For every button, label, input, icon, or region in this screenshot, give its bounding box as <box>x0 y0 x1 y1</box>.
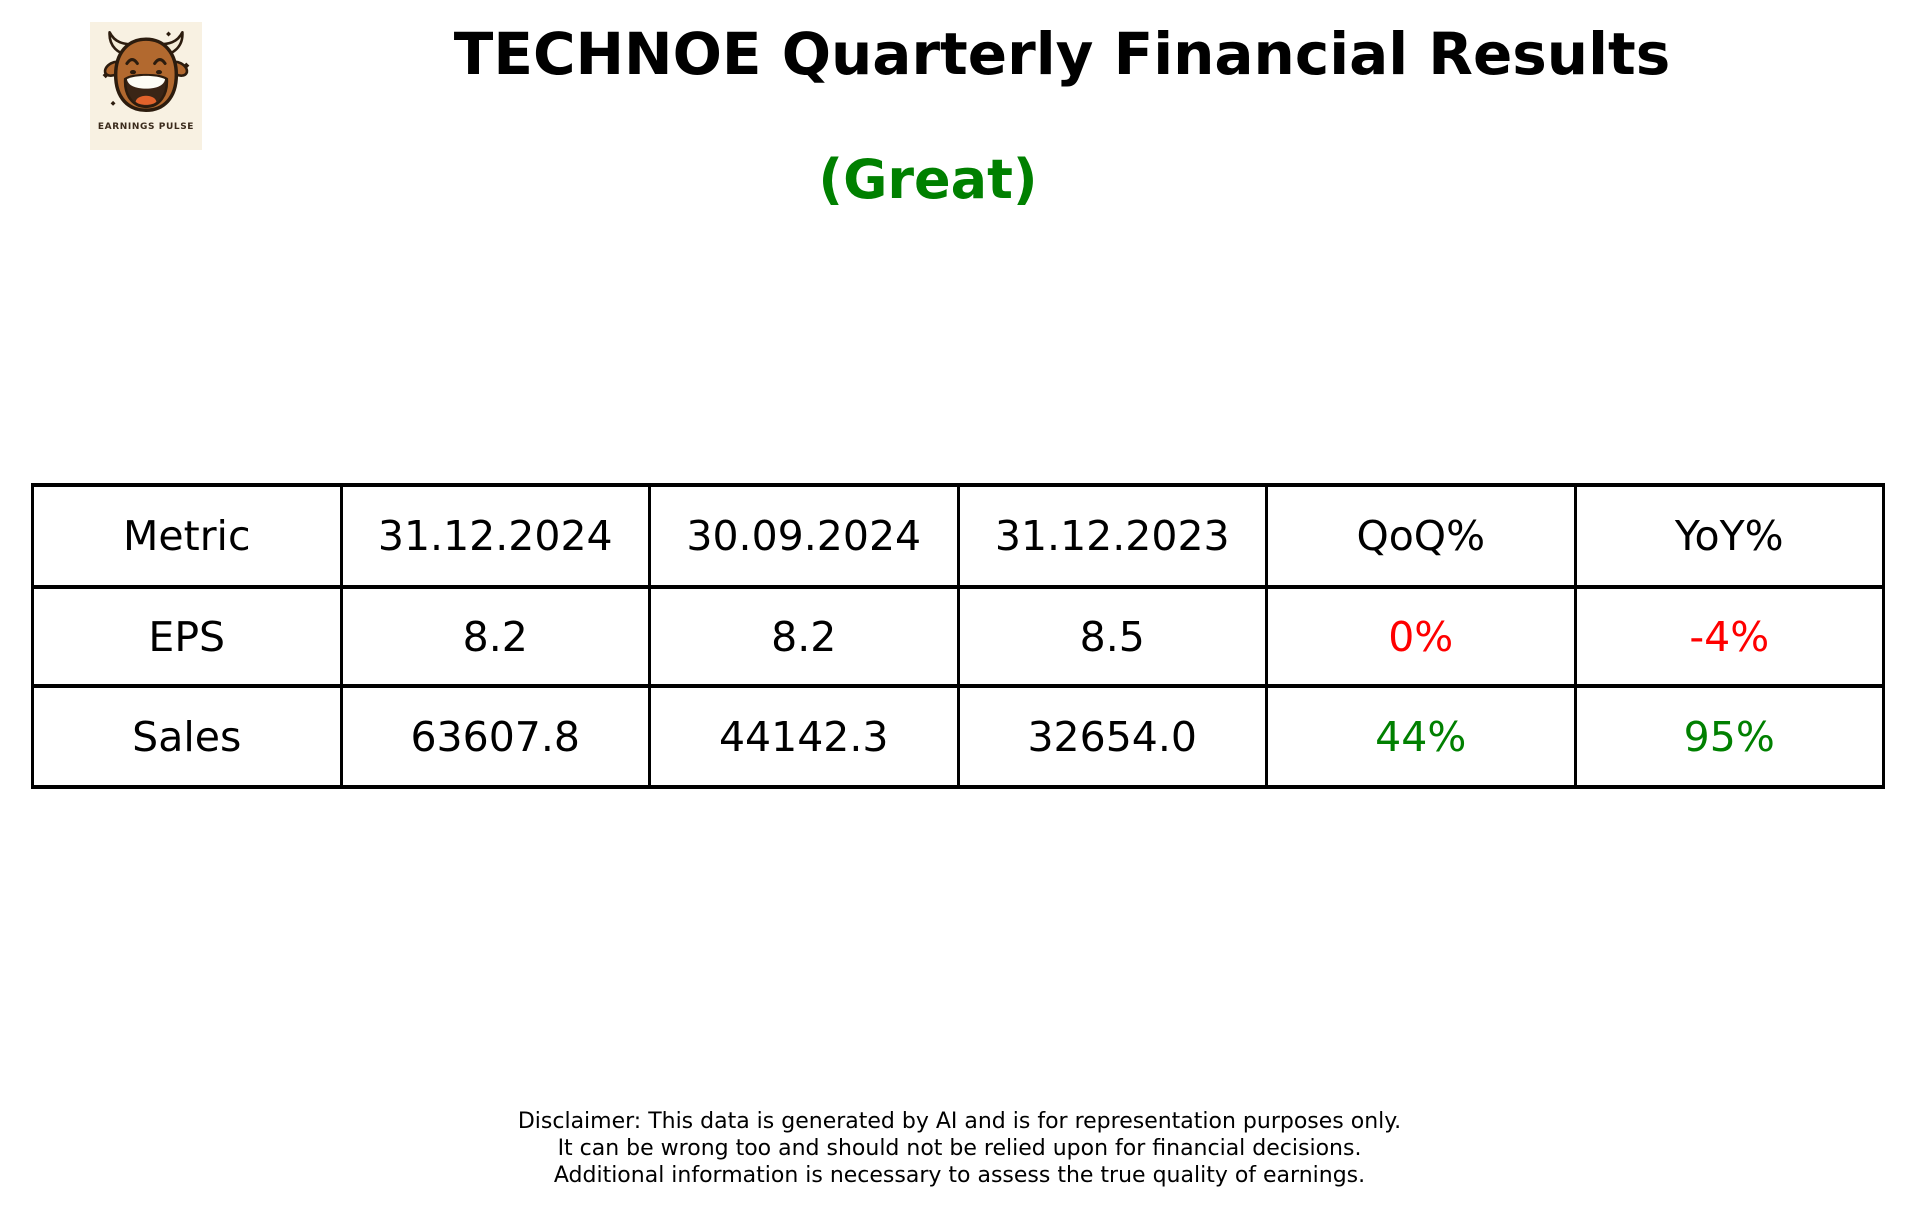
table-header-row: Metric 31.12.2024 30.09.2024 31.12.2023 … <box>31 483 1885 589</box>
laughing-bull-icon <box>102 30 190 113</box>
disclaimer-line: Disclaimer: This data is generated by AI… <box>517 1109 1402 1134</box>
metric-label: EPS <box>31 585 343 688</box>
table-row-eps: EPS 8.2 8.2 8.5 0% -4% <box>31 585 1885 688</box>
col-header-qoq: QoQ% <box>1265 483 1577 589</box>
value-cell: 63607.8 <box>339 684 651 789</box>
qoq-cell: 0% <box>1265 585 1577 688</box>
value-cell: 8.2 <box>339 585 651 688</box>
value-cell: 32654.0 <box>956 684 1268 789</box>
yoy-cell: -4% <box>1573 585 1885 688</box>
verdict-label: (Great) <box>818 148 1038 211</box>
col-header-period-prev-year: 31.12.2023 <box>956 483 1268 589</box>
col-header-period-current: 31.12.2024 <box>339 483 651 589</box>
disclaimer: Disclaimer: This data is generated by AI… <box>0 1108 1919 1189</box>
value-cell: 44142.3 <box>648 684 960 789</box>
disclaimer-line: It can be wrong too and should not be re… <box>557 1136 1362 1161</box>
value-cell: 8.2 <box>648 585 960 688</box>
table-row-sales: Sales 63607.8 44142.3 32654.0 44% 95% <box>31 684 1885 789</box>
page-title: TECHNOE Quarterly Financial Results <box>453 20 1671 88</box>
value-cell: 8.5 <box>956 585 1268 688</box>
financials-table: Metric 31.12.2024 30.09.2024 31.12.2023 … <box>31 483 1885 789</box>
disclaimer-line: Additional information is necessary to a… <box>553 1163 1366 1188</box>
col-header-metric: Metric <box>31 483 343 589</box>
col-header-period-prev-quarter: 30.09.2024 <box>648 483 960 589</box>
brand-logo: EARNINGS PULSE <box>90 22 202 150</box>
yoy-cell: 95% <box>1573 684 1885 789</box>
logo-caption: EARNINGS PULSE <box>97 122 195 132</box>
qoq-cell: 44% <box>1265 684 1577 789</box>
metric-label: Sales <box>31 684 343 789</box>
col-header-yoy: YoY% <box>1573 483 1885 589</box>
